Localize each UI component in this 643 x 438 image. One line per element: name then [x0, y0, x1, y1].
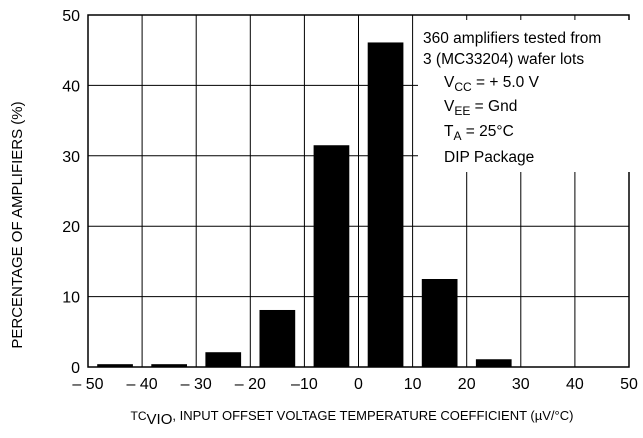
bar-7	[475, 359, 512, 367]
annotation-line1: 360 amplifiers tested from	[423, 30, 601, 47]
x-tick-labels: – 50 – 40 – 30 – 20 –10 0 10 20 30 40 50	[72, 376, 638, 393]
bar-5	[367, 42, 404, 368]
x-axis-label-text: , INPUT OFFSET VOLTAGE TEMPERATURE COEFF…	[172, 408, 573, 423]
y-axis-label: PERCENTAGE OF AMPLIFIERS (%)	[9, 101, 26, 348]
bar-0	[97, 364, 133, 367]
x-tick-label-0: – 50	[72, 376, 103, 393]
y-tick-label-4: 40	[62, 78, 80, 95]
x-tick-label-8: 30	[512, 376, 530, 393]
legend-box: 360 amplifiers tested from 3 (MC33204) w…	[418, 20, 630, 172]
bars-group	[97, 42, 512, 368]
bar-1	[151, 364, 188, 367]
x-tick-label-10: 50	[620, 376, 638, 393]
annotation-ta: TA = 25°C	[444, 123, 514, 143]
x-tick-label-7: 20	[458, 376, 476, 393]
x-tick-label-9: 40	[566, 376, 584, 393]
x-tick-label-2: – 30	[181, 376, 212, 393]
y-tick-label-2: 20	[62, 219, 80, 236]
x-axis-label-subscript: VIO	[147, 411, 173, 428]
x-tick-label-1: – 40	[127, 376, 158, 393]
bar-4	[313, 145, 350, 367]
y-tick-label-3: 30	[62, 149, 80, 166]
y-tick-label-1: 10	[62, 290, 80, 307]
x-tick-label-4: –10	[291, 376, 318, 393]
bar-6	[421, 279, 458, 367]
annotation-vcc: VCC = + 5.0 V	[444, 74, 540, 94]
annotation-package: DIP Package	[444, 149, 534, 166]
x-tick-label-6: 10	[404, 376, 422, 393]
y-tick-labels: 0 10 20 30 40 50	[62, 8, 80, 377]
legend-background	[418, 20, 630, 172]
x-tick-label-3: – 20	[235, 376, 266, 393]
y-tick-label-0: 0	[71, 360, 80, 377]
annotation-vee: VEE = Gnd	[444, 98, 517, 118]
y-tick-label-5: 50	[62, 8, 80, 25]
bar-3	[259, 309, 296, 367]
x-tick-label-5: 0	[354, 376, 363, 393]
bar-2	[205, 352, 242, 367]
annotation-line2: 3 (MC33204) wafer lots	[423, 51, 584, 68]
x-axis-label: TCVIO, INPUT OFFSET VOLTAGE TEMPERATURE …	[131, 408, 574, 428]
plot-frame	[87, 14, 630, 368]
x-axis-label-symbol: TC	[131, 409, 147, 423]
